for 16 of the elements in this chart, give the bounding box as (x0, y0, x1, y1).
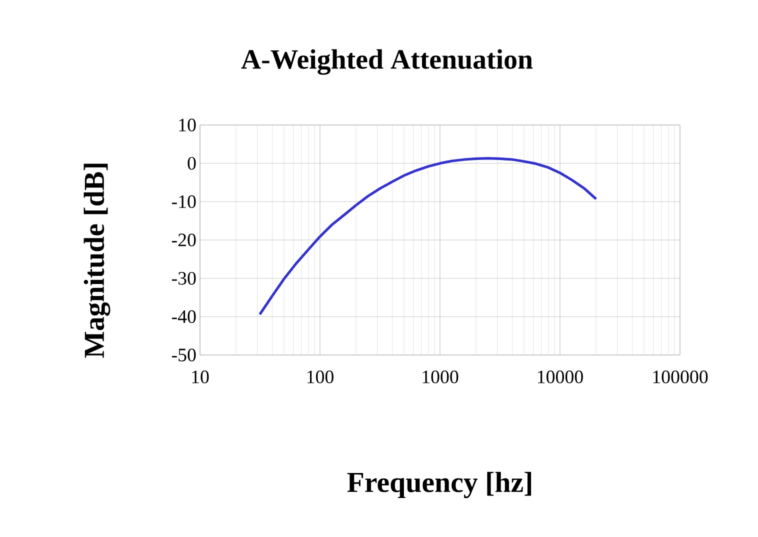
chart-title: A-Weighted Attenuation (241, 49, 533, 75)
x-tick-label: 10 (192, 370, 209, 384)
x-tick-label: 100000 (653, 370, 708, 384)
x-tick-label: 1000 (422, 370, 458, 384)
y-tick-label: -30 (172, 272, 196, 285)
x-axis-title: Frequency [hz] (347, 472, 532, 498)
y-tick-label: -40 (172, 310, 196, 324)
y-tick-label: 10 (179, 118, 196, 132)
y-tick-label: -20 (172, 234, 196, 246)
x-tick-label: 10000 (538, 370, 583, 384)
x-tick-label: 100 (307, 370, 334, 384)
y-tick-label: -10 (172, 195, 196, 208)
y-tick-label: 0 (188, 156, 196, 170)
y-tick-label: -50 (172, 348, 196, 362)
line-series (258, 157, 598, 316)
y-axis-title: Magnitude [dB] (84, 164, 110, 358)
